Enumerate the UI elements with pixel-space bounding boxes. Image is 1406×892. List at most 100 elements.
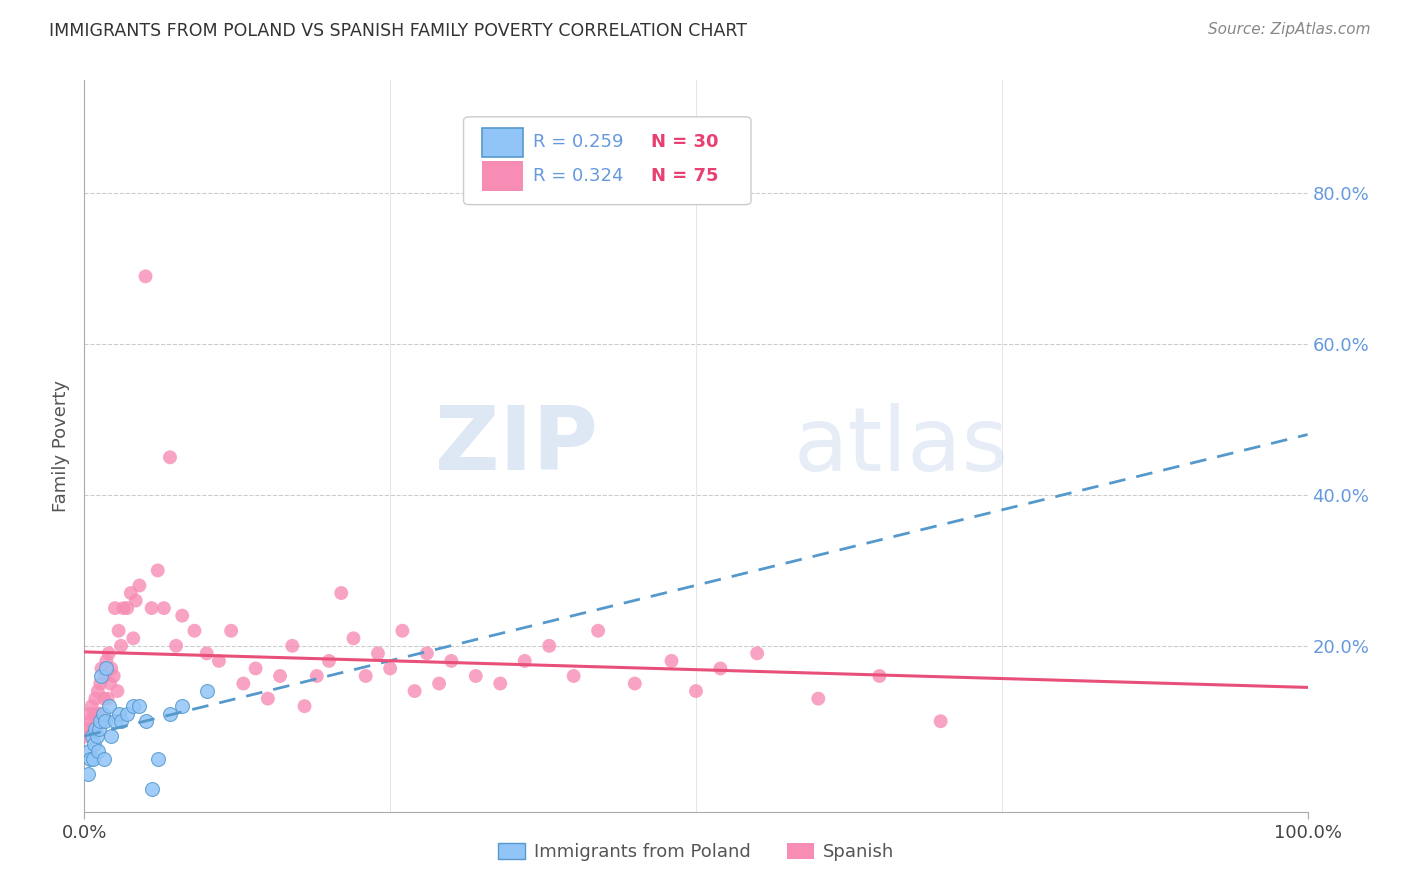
Point [77,706,100,721]
Point [115,601,138,615]
Point [107,624,129,638]
Point [96,661,118,675]
Point [747,646,769,660]
Point [538,639,561,653]
Point [330,586,353,600]
Point [489,676,512,690]
Point [115,706,138,721]
Point [685,684,707,698]
Point [219,624,242,638]
Point [146,563,169,577]
Text: ZIP: ZIP [436,402,598,490]
Point [82,752,104,766]
Text: N = 30: N = 30 [651,134,718,152]
Point [135,714,157,729]
Point [84,691,107,706]
Point [89,714,111,729]
Point [586,624,609,638]
Point [165,639,187,653]
Text: R = 0.324: R = 0.324 [533,167,624,186]
Point [77,722,100,736]
Point [90,669,112,683]
Point [269,669,291,683]
Text: Source: ZipAtlas.com: Source: ZipAtlas.com [1208,22,1371,37]
Point [100,661,122,675]
Point [195,646,218,660]
Point [172,699,194,714]
Point [624,676,647,690]
Point [87,684,110,698]
Point [103,669,125,683]
FancyBboxPatch shape [464,117,751,204]
Point [159,706,181,721]
Point [404,684,426,698]
Point [128,699,150,714]
Point [562,669,585,683]
Point [661,654,683,668]
Point [98,676,121,690]
Point [929,714,952,729]
Point [257,691,280,706]
Point [83,737,105,751]
Point [87,744,110,758]
Point [89,676,111,690]
Point [112,601,135,615]
Point [110,639,132,653]
Point [90,661,112,675]
Point [82,722,104,736]
Text: IMMIGRANTS FROM POLAND VS SPANISH FAMILY POVERTY CORRELATION CHART: IMMIGRANTS FROM POLAND VS SPANISH FAMILY… [49,22,747,40]
Point [84,722,107,736]
Point [391,624,413,638]
Point [709,661,731,675]
Point [232,676,254,690]
Point [294,699,316,714]
Point [86,729,108,743]
Point [107,706,129,721]
Point [76,729,98,743]
Point [87,706,110,721]
Point [105,684,128,698]
Point [146,752,169,766]
Point [122,632,145,646]
Point [135,269,157,284]
Point [122,699,145,714]
Point [104,601,127,615]
Point [513,654,536,668]
Point [464,669,486,683]
Point [104,714,127,729]
Point [172,608,194,623]
Point [91,706,114,721]
Point [94,714,117,729]
FancyBboxPatch shape [482,161,523,191]
Text: R = 0.259: R = 0.259 [533,134,624,152]
Point [342,632,364,646]
Point [93,752,115,766]
Point [125,593,148,607]
Point [245,661,267,675]
Point [87,722,110,736]
Point [159,450,181,465]
Point [110,714,132,729]
Point [305,669,328,683]
Text: N = 75: N = 75 [651,167,718,186]
Y-axis label: Family Poverty: Family Poverty [52,380,70,512]
Point [318,654,340,668]
Point [100,729,122,743]
Point [380,661,402,675]
Point [367,646,389,660]
Point [79,714,101,729]
Point [91,714,114,729]
Text: atlas: atlas [794,402,1010,490]
Point [427,676,450,690]
Point [80,729,103,743]
Point [83,706,105,721]
Point [195,684,218,698]
Point [96,654,118,668]
Point [94,669,117,683]
FancyBboxPatch shape [482,128,523,157]
Point [79,752,101,766]
Point [86,714,108,729]
Point [77,767,100,781]
Point [416,646,439,660]
Point [77,744,100,758]
